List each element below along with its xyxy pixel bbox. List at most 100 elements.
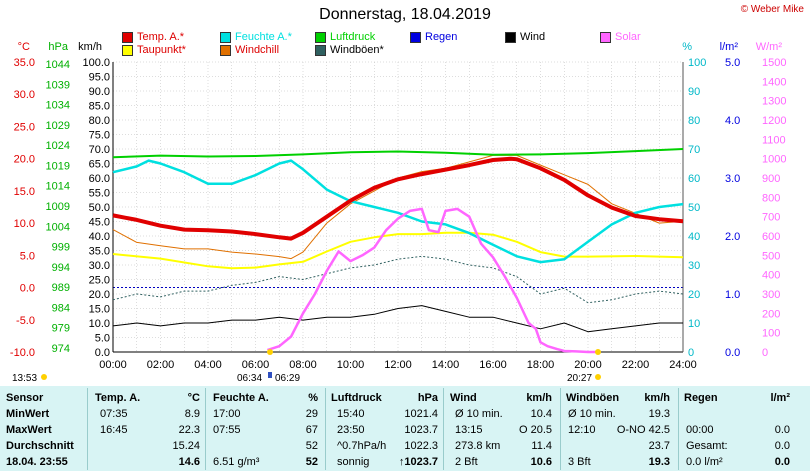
legend-item: Taupunkt* <box>122 44 186 56</box>
rain-tick-label: 2.0 <box>725 231 740 243</box>
wind-tick-label: 75.0 <box>89 130 110 142</box>
table-separator <box>87 388 88 470</box>
series-line <box>112 159 684 264</box>
table-cell: 29 <box>305 408 318 420</box>
table-cell: ↑1023.7 <box>398 456 438 468</box>
legend-swatch <box>220 31 231 43</box>
table-cell: 1023.7 <box>404 424 438 436</box>
solar-tick-label: 400 <box>762 270 780 282</box>
row-label: Durchschnitt <box>6 440 74 452</box>
legend-swatch <box>410 31 421 43</box>
solar-tick-label: 1100 <box>762 134 786 146</box>
legend-label: Luftdruck <box>330 31 376 43</box>
pressure-tick-label: 979 <box>52 323 70 335</box>
legend-swatch <box>122 44 133 56</box>
table-cell: 19.3 <box>648 456 670 468</box>
legend-swatch <box>122 31 133 43</box>
legend-label: Solar <box>615 31 641 43</box>
table-cell: 13:15 <box>455 424 483 436</box>
legend-item: Windböen* <box>315 44 384 56</box>
weather-chart: 35.0 30.0 25.0 20.0 15.0 10.0 5.0 0.0 -5.0 -10.0 1… <box>10 41 787 384</box>
table-cell: 273.8 km <box>455 440 501 452</box>
pressure-tick-label: 989 <box>52 282 70 294</box>
solar-tick-label: 1200 <box>762 115 786 127</box>
series-line <box>112 148 684 159</box>
pressure-tick-label: 1019 <box>46 160 70 172</box>
wind-tick-label: 95.0 <box>89 72 110 84</box>
time-tick-label: 16:00 <box>479 359 507 371</box>
solar-tick-label: 500 <box>762 250 780 262</box>
temp-tick-label: 10.0 <box>14 218 35 230</box>
legend-label: Wind <box>520 31 546 43</box>
table-header: km/h <box>644 392 670 404</box>
table-separator <box>678 388 679 470</box>
series-line <box>112 231 684 270</box>
wind-tick-label: 80.0 <box>89 115 110 127</box>
unit-humidity: % <box>682 41 692 53</box>
credit-text[interactable]: © Weber Mike <box>740 4 804 15</box>
table-cell: 22.3 <box>178 424 200 436</box>
legend-item: Windchill <box>220 44 279 56</box>
humidity-tick-label: 90 <box>688 86 700 98</box>
humidity-tick-label: 100 <box>688 57 706 69</box>
pressure-tick-label: 974 <box>52 343 70 355</box>
humidity-tick-label: 50 <box>688 202 700 214</box>
legend-label: Feuchte A.* <box>235 31 292 43</box>
pressure-tick-label: 984 <box>52 302 70 314</box>
table-cell: 16:45 <box>100 424 128 436</box>
sunrise-dot <box>267 349 273 355</box>
table-cell: 07:35 <box>100 408 128 420</box>
solar-tick-label: 800 <box>762 192 780 204</box>
wind-tick-label: 0.0 <box>95 347 110 359</box>
pressure-tick-label: 1004 <box>46 221 70 233</box>
time-tick-label: 20:00 <box>574 359 602 371</box>
table-header: Windböen <box>566 392 620 404</box>
table-cell: Ø 10 min. <box>455 408 503 420</box>
table-cell: 07:55 <box>213 424 241 436</box>
rain-tick-label: 5.0 <box>725 57 740 69</box>
temp-tick-label: 20.0 <box>14 154 35 166</box>
time-tick-label: 08:00 <box>289 359 317 371</box>
series-line <box>112 255 684 304</box>
row-label: 18.04. 23:55 <box>6 456 68 468</box>
table-header: Feuchte A. <box>213 392 269 404</box>
table-cell: 10.4 <box>530 408 552 420</box>
table-cell: 15:40 <box>337 408 365 420</box>
table-cell: 52 <box>305 456 318 468</box>
pressure-tick-label: 1009 <box>46 201 70 213</box>
table-cell: sonnig <box>337 456 370 468</box>
time-tick-label: 04:00 <box>194 359 222 371</box>
humidity-tick-label: 10 <box>688 318 700 330</box>
temp-tick-label: 30.0 <box>14 89 35 101</box>
table-cell: ^0.7hPa/h <box>337 440 387 452</box>
wind-tick-label: 15.0 <box>89 304 110 316</box>
pressure-tick-label: 1034 <box>46 100 70 112</box>
pressure-tick-label: 999 <box>52 242 70 254</box>
humidity-tick-label: 70 <box>688 144 700 156</box>
table-cell: 11.4 <box>531 440 552 452</box>
solar-tick-label: 700 <box>762 212 780 224</box>
temp-tick-label: -10.0 <box>10 347 35 359</box>
wind-tick-label: 60.0 <box>89 173 110 185</box>
pressure-tick-label: 1029 <box>46 120 70 132</box>
table-header: Sensor <box>6 392 44 404</box>
table-header: Wind <box>450 392 477 404</box>
humidity-tick-label: 20 <box>688 289 700 301</box>
table-cell: 0.0 <box>774 456 790 468</box>
legend-label: Taupunkt* <box>137 44 186 56</box>
pressure-tick-label: 1024 <box>46 140 70 152</box>
sunrise-marker <box>268 372 272 378</box>
legend-swatch <box>315 31 326 43</box>
table-separator <box>560 388 561 470</box>
solar-tick-label: 0 <box>762 347 768 359</box>
unit-rain: l/m² <box>720 41 739 53</box>
series-line <box>112 156 684 241</box>
sun-icon <box>41 374 47 380</box>
time-tick-label: 14:00 <box>432 359 460 371</box>
legend-label: Windböen* <box>330 44 384 56</box>
legend-swatch <box>505 31 516 43</box>
legend-label: Regen <box>425 31 458 43</box>
time-tick-label: 12:00 <box>384 359 412 371</box>
legend-item: Temp. A.* <box>122 31 184 43</box>
temp-tick-label: -5.0 <box>16 315 35 327</box>
